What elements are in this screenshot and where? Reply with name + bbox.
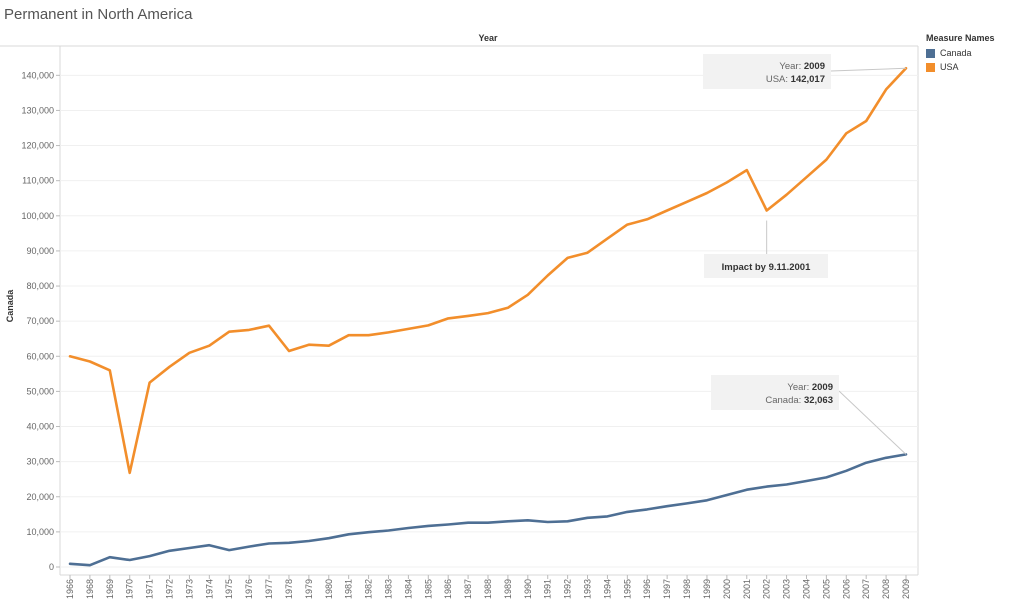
- x-axis: 1966 1968 1969 1970 1971 1972 1973 1974 1975 1976…: [65, 575, 911, 599]
- y-tick-label: 80,000: [26, 281, 54, 291]
- x-tick-label: 2001: [742, 579, 752, 599]
- x-tick-label: 1993: [583, 579, 593, 599]
- x-tick-label: 1968: [85, 579, 95, 599]
- x-tick-label: 1978: [284, 579, 294, 599]
- legend: Measure Names Canada USA: [926, 33, 995, 74]
- annotation-leader: [838, 390, 907, 455]
- x-tick-label: 1972: [165, 579, 175, 599]
- x-tick-label: 2006: [841, 579, 851, 599]
- x-tick-label: 1995: [622, 579, 632, 599]
- annotation-line: Canada: 32,063: [765, 395, 833, 406]
- x-tick-label: 1997: [662, 579, 672, 599]
- annotation-box: [704, 254, 828, 278]
- x-tick-label: 1985: [423, 579, 433, 599]
- y-tick-label: 100,000: [21, 211, 54, 221]
- annotation-line: Year: 2009: [779, 61, 825, 72]
- y-tick-label: 40,000: [26, 422, 54, 432]
- y-tick-label: 120,000: [21, 141, 54, 151]
- x-tick-label: 1983: [383, 579, 393, 599]
- y-tick-label: 70,000: [26, 316, 54, 326]
- gridlines: [0, 45, 919, 576]
- annotation-label: Year:: [779, 61, 803, 72]
- x-tick-label: 1984: [403, 579, 413, 599]
- y-axis-title: Canada: [5, 289, 15, 323]
- x-tick-label: 1996: [642, 579, 652, 599]
- annotation-line: Year: 2009: [787, 382, 833, 393]
- annotation-value: 2009: [804, 61, 825, 72]
- x-tick-label: 2007: [861, 579, 871, 599]
- x-tick-label: 2005: [821, 579, 831, 599]
- x-tick-label: 1999: [702, 579, 712, 599]
- legend-item-usa[interactable]: USA: [926, 60, 995, 74]
- x-tick-label: 2003: [782, 579, 792, 599]
- x-tick-label: 1982: [364, 579, 374, 599]
- annotation-text: Impact by 9.11.2001: [722, 262, 811, 273]
- legend-title: Measure Names: [926, 33, 995, 43]
- x-tick-label: 1969: [105, 579, 115, 599]
- y-tick-label: 10,000: [26, 527, 54, 537]
- x-tick-label: 1994: [602, 579, 612, 599]
- annotation-value: 2009: [812, 382, 833, 393]
- annotation-line: USA: 142,017: [766, 74, 825, 85]
- annotation-impact: Impact by 9.11.2001: [704, 220, 828, 278]
- x-tick-label: 1977: [264, 579, 274, 599]
- x-tick-label: 2002: [762, 579, 772, 599]
- annotation-value: 32,063: [804, 395, 833, 406]
- annotation-box: [711, 375, 839, 410]
- annotation-box: [703, 54, 831, 89]
- y-tick-label: 60,000: [26, 351, 54, 361]
- series-lines: [68, 66, 908, 567]
- x-tick-label: 1991: [543, 579, 553, 599]
- y-tick-label: 110,000: [22, 176, 54, 186]
- x-axis-title: Year: [478, 33, 498, 43]
- annotations: Year: 2009 USA: 142,017 Year: 2009 Canada: …: [703, 54, 907, 455]
- annotation-leader: [830, 67, 907, 72]
- y-tick-label: 90,000: [26, 246, 54, 256]
- series-line-canada: [68, 453, 908, 567]
- x-tick-label: 1971: [145, 579, 155, 599]
- x-tick-label: 1990: [523, 579, 533, 599]
- x-tick-label: 1981: [344, 579, 354, 599]
- x-tick-label: 1975: [224, 579, 234, 599]
- x-tick-label: 2008: [881, 579, 891, 599]
- annotation-value: 142,017: [791, 74, 825, 85]
- annotation-label: Year:: [787, 382, 811, 393]
- y-tick-label: 130,000: [21, 105, 54, 115]
- x-tick-label: 1988: [483, 579, 493, 599]
- legend-swatch-usa: [926, 62, 935, 72]
- y-tick-label: 0: [49, 562, 54, 572]
- legend-swatch-canada: [926, 48, 935, 58]
- legend-item-canada[interactable]: Canada: [926, 46, 995, 60]
- x-tick-label: 1980: [324, 579, 334, 599]
- x-tick-label: 2004: [801, 579, 811, 599]
- annotation-label: USA:: [766, 74, 791, 85]
- x-tick-label: 1987: [463, 579, 473, 599]
- y-tick-label: 50,000: [26, 386, 54, 396]
- x-tick-label: 1970: [125, 579, 135, 599]
- annotation-usa-2009: Year: 2009 USA: 142,017: [703, 54, 907, 89]
- legend-label-canada: Canada: [940, 48, 972, 58]
- x-tick-label: 2000: [722, 579, 732, 599]
- x-tick-label: 1974: [204, 579, 214, 599]
- chart-title: Permanent in North America: [4, 6, 193, 23]
- x-tick-label: 1986: [443, 579, 453, 599]
- x-tick-label: 1973: [184, 579, 194, 599]
- annotation-label: Canada:: [765, 395, 804, 406]
- x-tick-label: 1979: [304, 579, 314, 599]
- x-tick-label: 1976: [244, 579, 254, 599]
- y-tick-label: 30,000: [26, 457, 54, 467]
- annotation-canada-2009: Year: 2009 Canada: 32,063: [711, 375, 907, 455]
- y-tick-label: 20,000: [26, 492, 54, 502]
- y-tick-label: 140,000: [21, 70, 54, 80]
- x-tick-label: 1966: [65, 579, 75, 599]
- x-tick-label: 1992: [563, 579, 573, 599]
- y-axis: 0 10,000 20,000 30,000 40,000 50,000 60,000 70,…: [21, 70, 60, 572]
- x-tick-label: 1989: [503, 579, 513, 599]
- x-tick-label: 1998: [682, 579, 692, 599]
- legend-label-usa: USA: [940, 62, 959, 72]
- x-tick-label: 2009: [901, 579, 911, 599]
- series-line-usa: [68, 66, 908, 475]
